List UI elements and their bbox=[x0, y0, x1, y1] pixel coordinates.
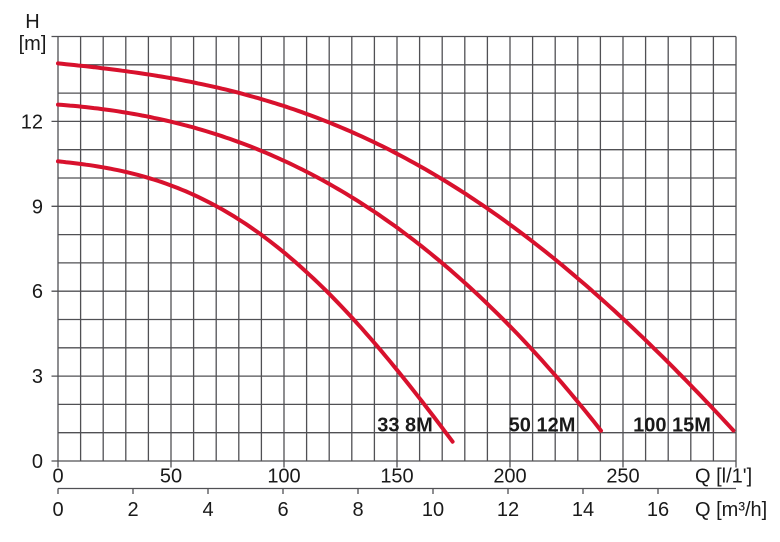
svg-text:6: 6 bbox=[277, 499, 288, 521]
svg-text:H: H bbox=[25, 11, 39, 33]
svg-text:4: 4 bbox=[202, 499, 213, 521]
svg-text:0: 0 bbox=[52, 466, 63, 488]
svg-text:2: 2 bbox=[127, 499, 138, 521]
svg-text:8: 8 bbox=[352, 499, 363, 521]
svg-text:50: 50 bbox=[160, 466, 182, 488]
svg-text:9: 9 bbox=[32, 196, 43, 218]
svg-text:16: 16 bbox=[647, 499, 669, 521]
svg-text:Q [m³/h]: Q [m³/h] bbox=[695, 499, 767, 521]
svg-text:100: 100 bbox=[267, 466, 300, 488]
svg-text:Q [l/1']: Q [l/1'] bbox=[695, 466, 752, 488]
svg-text:0: 0 bbox=[32, 451, 43, 473]
svg-text:10: 10 bbox=[422, 499, 444, 521]
svg-text:3: 3 bbox=[32, 366, 43, 388]
svg-text:[m]: [m] bbox=[19, 33, 47, 55]
svg-text:12: 12 bbox=[497, 499, 519, 521]
svg-text:6: 6 bbox=[32, 281, 43, 303]
svg-text:100 15M: 100 15M bbox=[633, 415, 711, 437]
svg-text:50 12M: 50 12M bbox=[509, 415, 576, 437]
svg-text:250: 250 bbox=[606, 466, 639, 488]
svg-text:12: 12 bbox=[21, 111, 43, 133]
svg-text:200: 200 bbox=[493, 466, 526, 488]
svg-text:33 8M: 33 8M bbox=[377, 415, 433, 437]
svg-text:0: 0 bbox=[52, 499, 63, 521]
svg-text:14: 14 bbox=[572, 499, 594, 521]
svg-text:150: 150 bbox=[380, 466, 413, 488]
